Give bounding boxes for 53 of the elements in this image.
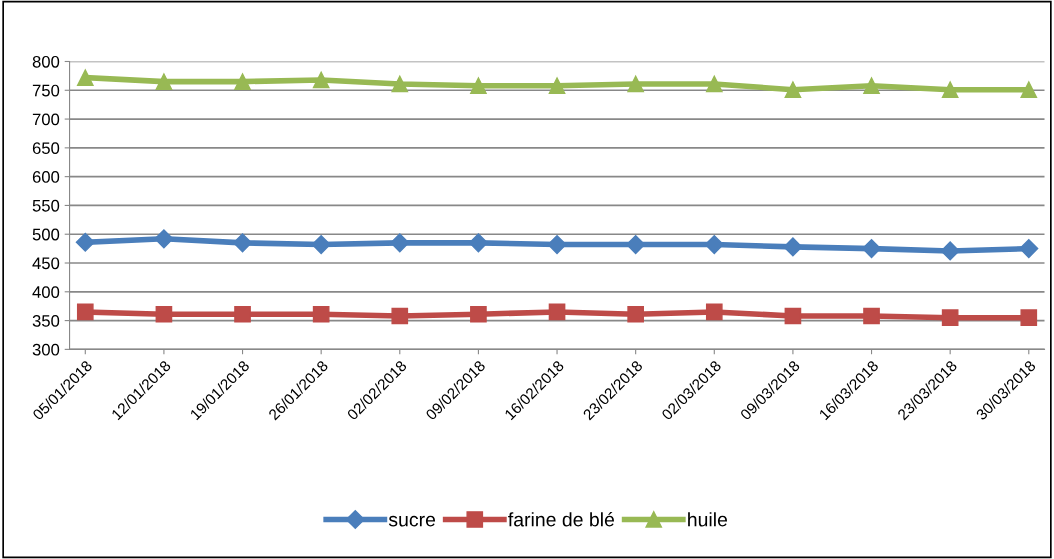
point [547,235,567,255]
y-tick-label: 450 [32,257,60,270]
point [470,77,487,95]
point [391,75,409,93]
point [627,305,644,323]
point [548,77,566,95]
point [863,77,880,95]
y-tick-label: 600 [32,171,60,183]
point [390,233,410,253]
point [470,305,487,323]
point [1020,81,1038,99]
point [311,235,331,255]
point [155,73,173,90]
point [705,303,723,321]
legend-label: farine de blé [508,511,614,527]
y-tick-label: 750 [32,84,60,97]
point [862,239,882,259]
point [76,303,94,321]
legend-label: huile [688,512,728,527]
point [784,307,802,325]
y-tick-label: 500 [32,228,60,241]
y-tick-label: 800 [32,55,60,68]
y-tick-label: 400 [32,286,60,298]
point [154,229,174,249]
y-tick-label: 550 [32,199,60,212]
point [312,71,330,89]
point [941,81,959,99]
point [626,235,646,255]
point [705,75,723,93]
point [468,233,488,253]
y-tick-label: 650 [32,142,60,155]
point [1020,309,1038,327]
y-tick-label: 700 [32,113,60,126]
point [233,233,253,253]
point [75,232,95,252]
legend-label: sucre [388,515,436,527]
point [940,241,960,261]
point [155,305,173,323]
point [627,75,644,93]
point [548,303,566,321]
y-tick-label: 350 [32,314,60,327]
point [1019,239,1039,259]
point [863,307,880,325]
point [234,305,251,323]
point [76,69,94,86]
point [234,73,251,90]
point [784,81,802,99]
y-tick-label: 300 [32,343,60,356]
point [704,235,724,255]
point [391,307,409,325]
point [783,237,803,257]
point [941,309,959,327]
point [312,305,330,323]
